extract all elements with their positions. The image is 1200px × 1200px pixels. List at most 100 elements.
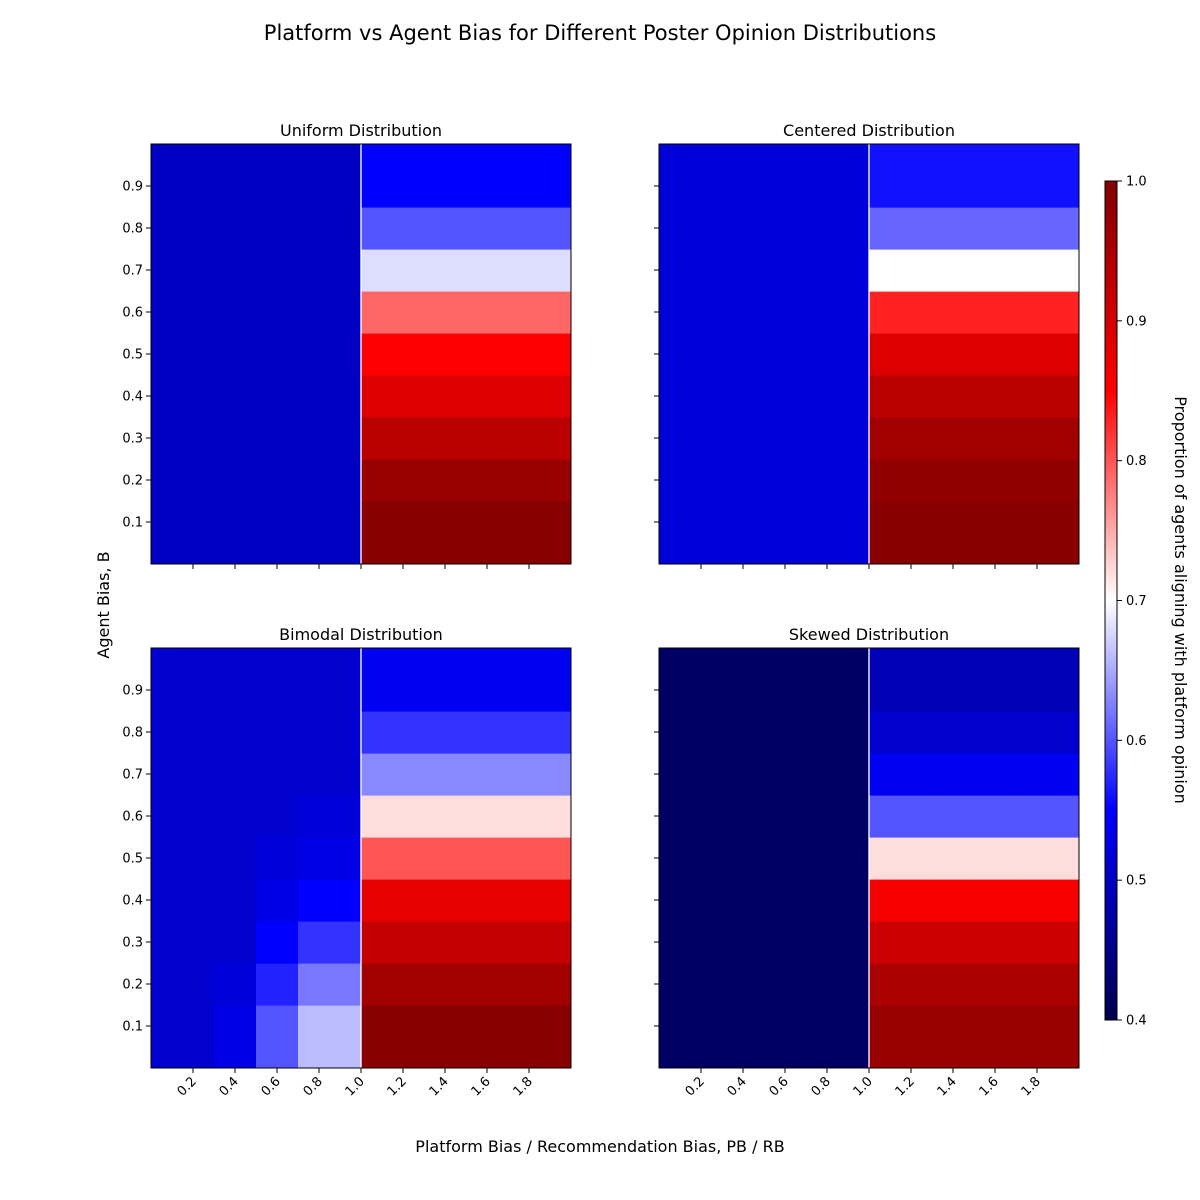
heatmap-cell bbox=[298, 417, 362, 460]
heatmap-cell bbox=[382, 753, 425, 796]
heatmap-cell bbox=[424, 921, 467, 964]
heatmap-cell bbox=[382, 207, 425, 250]
x-tick-label: 1.0 bbox=[343, 1074, 368, 1099]
colorbar-label: Proportion of agents aligning with platf… bbox=[1171, 396, 1190, 804]
heatmap-cell bbox=[361, 879, 383, 922]
heatmap-cell bbox=[974, 795, 1017, 838]
heatmap-cell bbox=[382, 144, 425, 208]
heatmap-cell bbox=[869, 921, 891, 964]
heatmap-cell bbox=[214, 648, 257, 712]
heatmap-cell bbox=[298, 711, 362, 754]
heatmap-cell bbox=[1016, 459, 1079, 502]
heatmap-cell bbox=[424, 753, 467, 796]
x-tick-label: 1.2 bbox=[385, 1074, 410, 1099]
heatmap-cell bbox=[361, 921, 383, 964]
heatmap-panels: Uniform Distribution 0.1 0.2 0.3 0.4 0.5 0.6 0.… bbox=[122, 121, 1080, 1099]
heatmap-cell bbox=[1016, 207, 1079, 250]
heatmap-cell bbox=[256, 711, 299, 754]
heatmap-cell bbox=[466, 417, 509, 460]
heatmap-cell bbox=[764, 963, 807, 1006]
colorbar-tick-label: 0.6 bbox=[1126, 734, 1147, 749]
heatmap-cell bbox=[256, 1005, 299, 1068]
heatmap-cell bbox=[659, 375, 723, 418]
y-tick-label: 0.2 bbox=[122, 978, 143, 993]
heatmap-cell bbox=[869, 144, 891, 208]
heatmap-cell bbox=[466, 207, 509, 250]
heatmap-cell bbox=[298, 837, 362, 880]
heatmap-cell bbox=[659, 963, 723, 1006]
heatmap-cell bbox=[151, 711, 215, 754]
heatmap-cell bbox=[298, 921, 362, 964]
heatmap-cell bbox=[890, 249, 933, 292]
heatmap-cell bbox=[256, 417, 299, 460]
heatmap-cell bbox=[659, 753, 723, 796]
heatmap-cell bbox=[869, 648, 891, 712]
heatmap-cell bbox=[869, 459, 891, 502]
heatmap-cell bbox=[869, 207, 891, 250]
heatmap-cell bbox=[974, 249, 1017, 292]
y-tick-label: 0.6 bbox=[122, 810, 143, 825]
heatmap-cell bbox=[764, 1005, 807, 1068]
heatmap-cell bbox=[974, 837, 1017, 880]
heatmap-cell bbox=[932, 648, 975, 712]
heatmap-cell bbox=[764, 753, 807, 796]
heatmap-cell bbox=[932, 144, 975, 208]
heatmap-cell bbox=[151, 1005, 215, 1068]
heatmap-cell bbox=[424, 249, 467, 292]
heatmap-cell bbox=[151, 501, 215, 564]
heatmap-cell bbox=[361, 333, 383, 376]
heatmap-cell bbox=[466, 753, 509, 796]
heatmap-cell bbox=[869, 291, 891, 334]
heatmap-cell bbox=[1016, 249, 1079, 292]
colorbar-tick-label: 0.9 bbox=[1126, 314, 1147, 329]
heatmap-cell bbox=[659, 879, 723, 922]
heatmap-cell bbox=[508, 753, 571, 796]
heatmap-cell bbox=[508, 648, 571, 712]
heatmap-cell bbox=[361, 795, 383, 838]
heatmap-cell bbox=[256, 648, 299, 712]
heatmap-cell bbox=[382, 417, 425, 460]
heatmap-cell bbox=[806, 1005, 870, 1068]
heatmap-cell bbox=[508, 375, 571, 418]
heatmap-cell bbox=[932, 1005, 975, 1068]
heatmap-cell bbox=[508, 291, 571, 334]
heatmap-cell bbox=[298, 249, 362, 292]
heatmap-cell bbox=[659, 501, 723, 564]
heatmap-cell bbox=[382, 291, 425, 334]
y-tick-label: 0.4 bbox=[122, 390, 143, 405]
heatmap-cell bbox=[890, 921, 933, 964]
heatmap-cell bbox=[764, 501, 807, 564]
heatmap-cells bbox=[659, 648, 1079, 1068]
heatmap-cell bbox=[1016, 144, 1079, 208]
colorbar-tick-label: 1.0 bbox=[1126, 175, 1147, 190]
heatmap-cell bbox=[382, 501, 425, 564]
heatmap-cell bbox=[361, 144, 383, 208]
heatmap-cell bbox=[932, 459, 975, 502]
heatmap-cell bbox=[890, 291, 933, 334]
heatmap-cell bbox=[890, 1005, 933, 1068]
heatmap-cell bbox=[298, 144, 362, 208]
heatmap-cell bbox=[869, 1005, 891, 1068]
heatmap-cell bbox=[722, 291, 765, 334]
heatmap-cell bbox=[1016, 963, 1079, 1006]
heatmap-cell bbox=[806, 144, 870, 208]
heatmap-cell bbox=[932, 207, 975, 250]
heatmap-cell bbox=[382, 249, 425, 292]
heatmap-cell bbox=[298, 963, 362, 1006]
colorbar-tick-label: 0.4 bbox=[1126, 1014, 1147, 1029]
heatmap-cell bbox=[659, 333, 723, 376]
heatmap-cell bbox=[869, 375, 891, 418]
heatmap-cell bbox=[764, 795, 807, 838]
heatmap-cell bbox=[869, 501, 891, 564]
heatmap-cell bbox=[298, 501, 362, 564]
heatmap-cell bbox=[214, 291, 257, 334]
heatmap-cell bbox=[1016, 921, 1079, 964]
heatmap-cell bbox=[424, 648, 467, 712]
heatmap-cell bbox=[764, 144, 807, 208]
heatmap-cell bbox=[214, 879, 257, 922]
heatmap-cell bbox=[508, 459, 571, 502]
heatmap-cell bbox=[298, 1005, 362, 1068]
heatmap-cell bbox=[214, 249, 257, 292]
heatmap-cell bbox=[151, 879, 215, 922]
heatmap-cell bbox=[890, 711, 933, 754]
